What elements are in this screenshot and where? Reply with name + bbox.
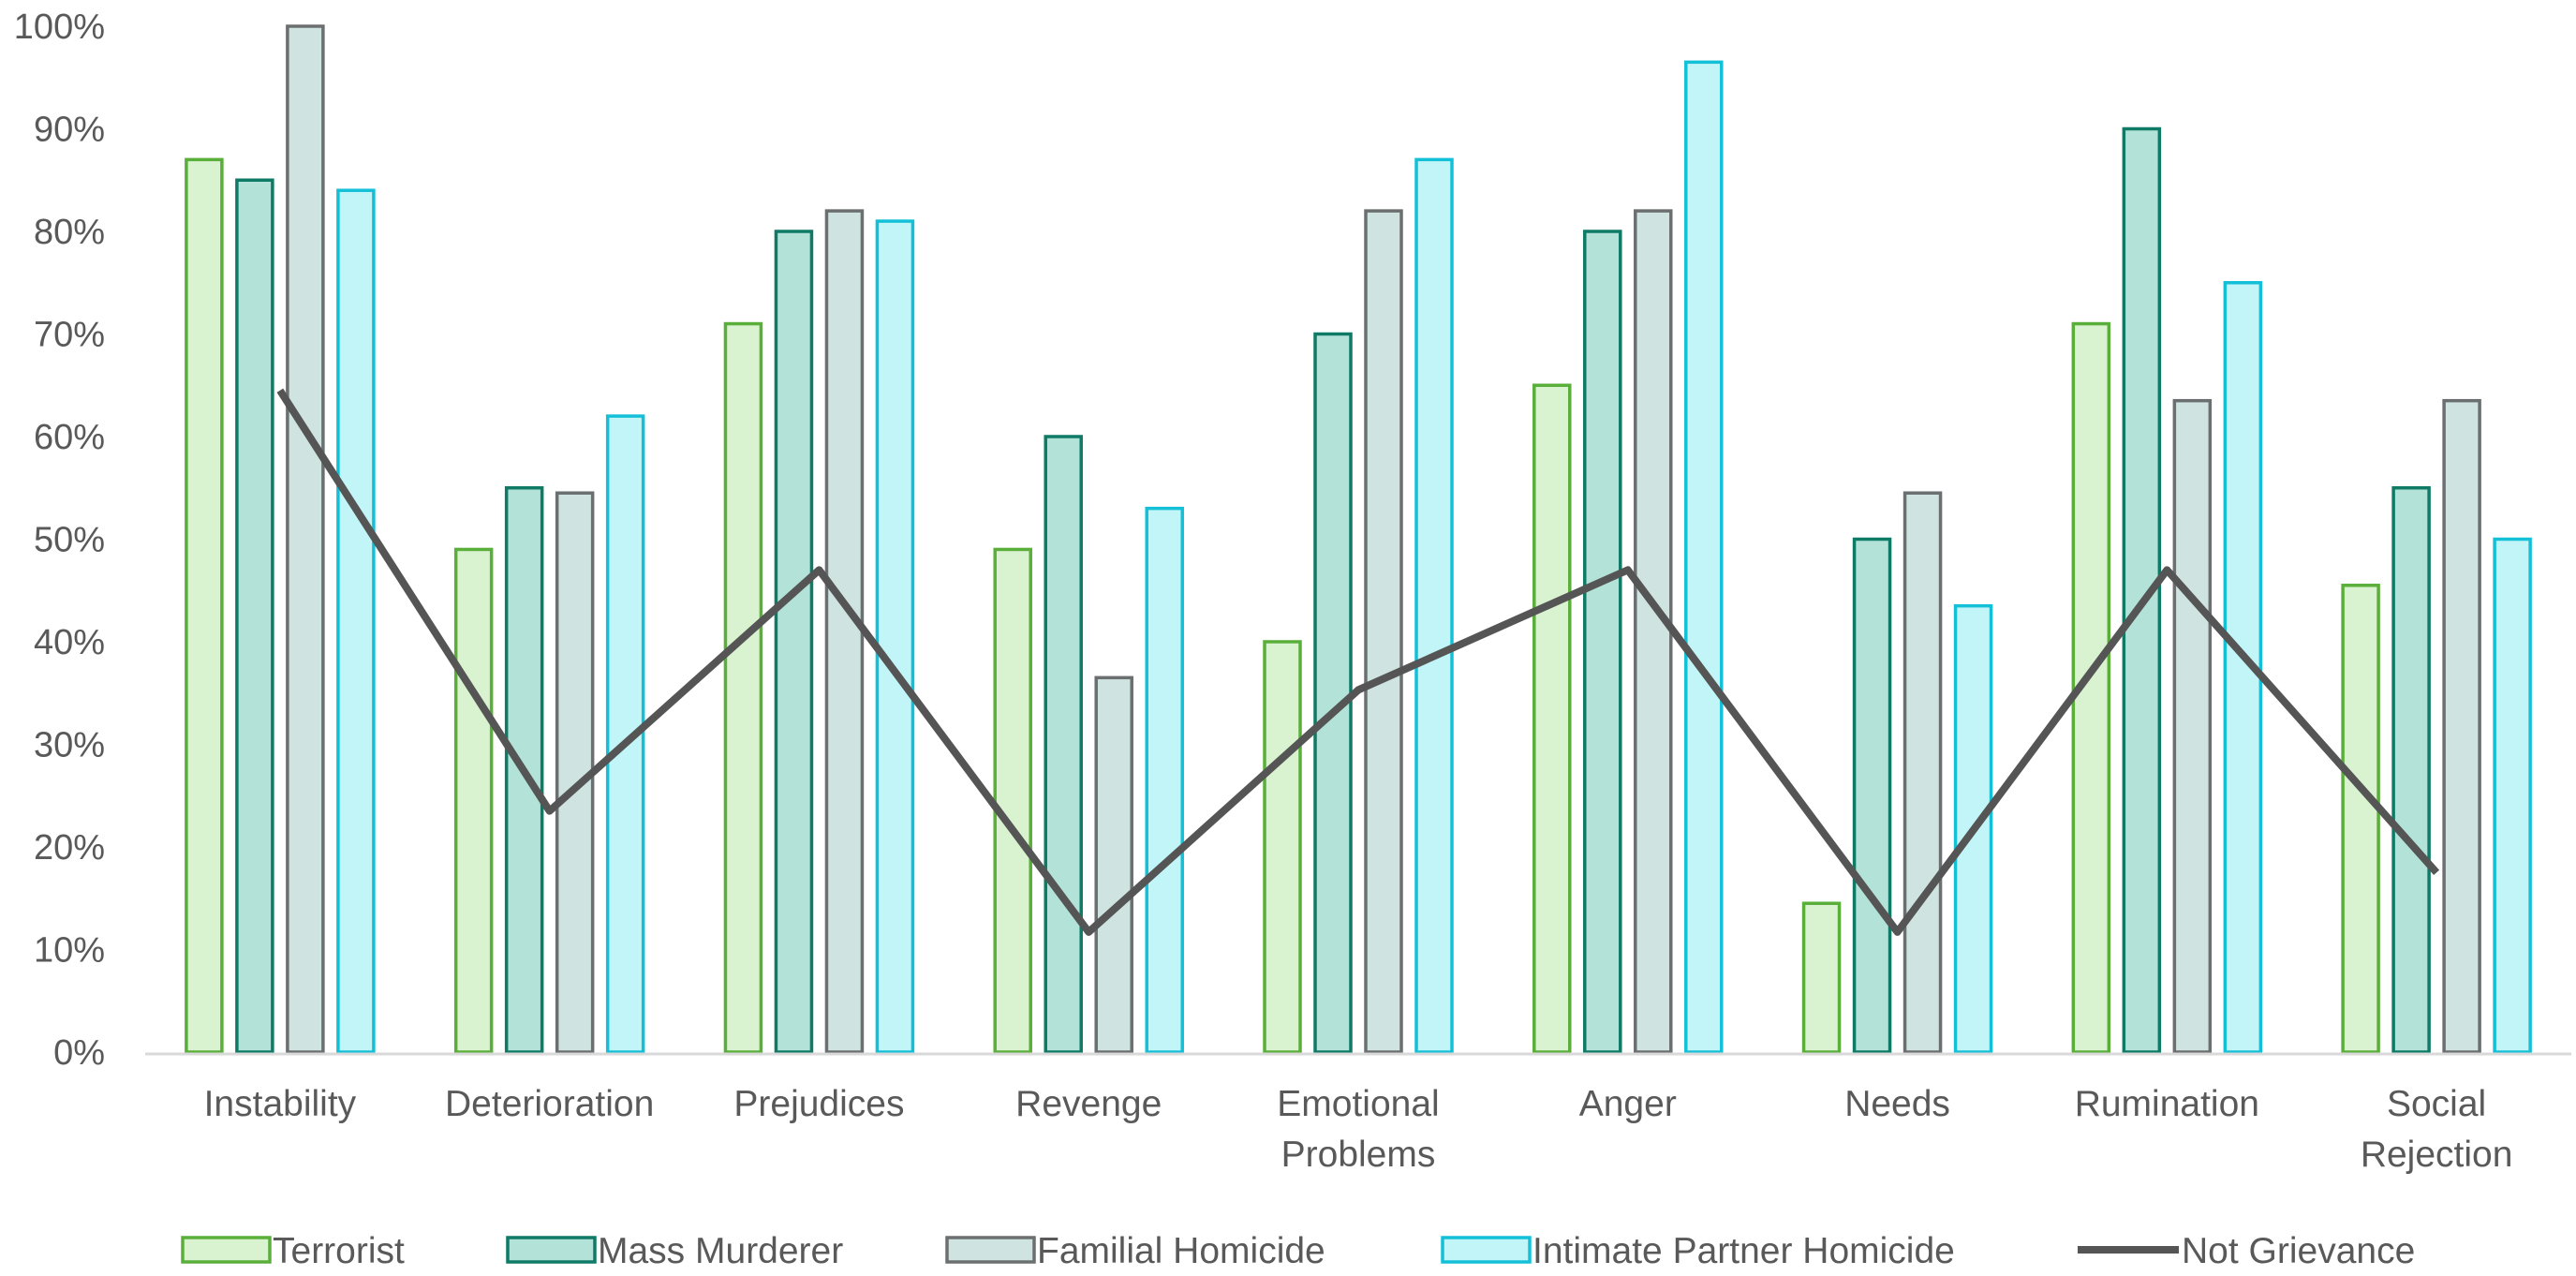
legend-swatch bbox=[506, 1236, 597, 1264]
bar-familial-homicide bbox=[1094, 675, 1133, 1054]
bar-familial-homicide bbox=[824, 209, 865, 1054]
bar-intimate-partner-homicide bbox=[336, 188, 376, 1054]
category-label: Rumination bbox=[2075, 1084, 2259, 1124]
bar-terrorist bbox=[1801, 901, 1842, 1054]
bar-mass-murderer bbox=[774, 230, 814, 1054]
category-label: Emotional bbox=[1277, 1084, 1439, 1124]
bar-terrorist bbox=[723, 321, 763, 1054]
y-tick-label: 90% bbox=[34, 111, 105, 150]
y-tick-label: 10% bbox=[34, 931, 105, 971]
y-tick-label: 40% bbox=[34, 623, 105, 662]
y-tick-label: 60% bbox=[34, 418, 105, 457]
category-label: Social bbox=[2387, 1084, 2486, 1124]
bar-mass-murderer bbox=[1044, 435, 1083, 1054]
y-tick-label: 80% bbox=[34, 213, 105, 252]
bars bbox=[185, 24, 2532, 1054]
legend-label: Mass Murderer bbox=[598, 1231, 843, 1271]
category-label: Problems bbox=[1281, 1135, 1436, 1175]
category-label: Prejudices bbox=[733, 1084, 904, 1124]
y-tick-label: 20% bbox=[34, 828, 105, 868]
category-label: Needs bbox=[1844, 1084, 1950, 1124]
y-tick-label: 50% bbox=[34, 521, 105, 560]
bar-mass-murderer bbox=[1583, 230, 1622, 1054]
bar-mass-murderer bbox=[504, 486, 544, 1054]
bar-intimate-partner-homicide bbox=[1414, 157, 1454, 1054]
bar-intimate-partner-homicide bbox=[875, 219, 915, 1054]
bar-familial-homicide bbox=[2442, 398, 2481, 1054]
bar-familial-homicide bbox=[1902, 491, 1943, 1054]
bar-mass-murderer bbox=[2391, 486, 2431, 1054]
category-label: Rejection bbox=[2361, 1135, 2513, 1175]
legend-label: Not Grievance bbox=[2182, 1231, 2415, 1271]
y-tick-label: 70% bbox=[34, 316, 105, 355]
bar-terrorist bbox=[993, 547, 1032, 1054]
legend-swatch bbox=[945, 1236, 1036, 1264]
line-not-grievance bbox=[276, 388, 2440, 936]
bar-familial-homicide bbox=[555, 491, 595, 1054]
bar-mass-murderer bbox=[235, 178, 274, 1054]
y-tick-label: 0% bbox=[53, 1033, 105, 1073]
legend-label: Intimate Partner Homicide bbox=[1532, 1231, 1955, 1271]
bar-familial-homicide bbox=[2172, 398, 2213, 1054]
y-tick-label: 100% bbox=[14, 7, 105, 47]
legend: Terrorist Mass Murderer Familial Homicide I… bbox=[181, 1231, 2415, 1271]
legend-label: Terrorist bbox=[273, 1231, 405, 1271]
y-axis: 0% 10% 20% 30% 40% 50% 60% 70% 80% 90% 100% bbox=[14, 7, 105, 1073]
legend-swatch bbox=[181, 1236, 272, 1264]
bar-terrorist bbox=[1532, 383, 1572, 1054]
y-tick-label: 30% bbox=[34, 726, 105, 765]
bar-familial-homicide bbox=[1364, 209, 1403, 1054]
bar-intimate-partner-homicide bbox=[2493, 537, 2532, 1054]
bar-terrorist bbox=[185, 157, 224, 1054]
bar-intimate-partner-homicide bbox=[1684, 60, 1724, 1054]
x-axis: Instability Deterioration Prejudices Reveng… bbox=[204, 1084, 2513, 1175]
category-label: Revenge bbox=[1015, 1084, 1162, 1124]
category-label: Deterioration bbox=[445, 1084, 654, 1124]
legend-label: Familial Homicide bbox=[1037, 1231, 1325, 1271]
bar-terrorist bbox=[453, 547, 494, 1054]
category-label: Instability bbox=[204, 1084, 357, 1124]
bar-terrorist bbox=[1263, 640, 1302, 1054]
bar-familial-homicide bbox=[1634, 209, 1673, 1054]
legend-swatch bbox=[1441, 1236, 1532, 1264]
category-label: Anger bbox=[1579, 1084, 1677, 1124]
bar-terrorist bbox=[2341, 584, 2380, 1054]
bar-mass-murderer bbox=[1313, 332, 1353, 1054]
bar-familial-homicide bbox=[286, 24, 325, 1054]
bar-mass-murderer bbox=[1852, 537, 1892, 1054]
bar-intimate-partner-homicide bbox=[1145, 506, 1184, 1054]
